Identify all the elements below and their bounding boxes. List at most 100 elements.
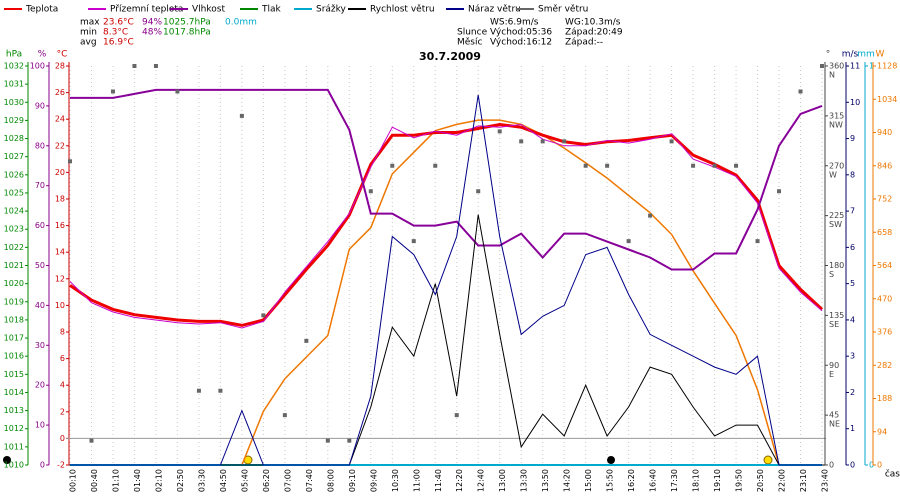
y-tick-label: 376 (877, 328, 892, 337)
y-tick-label: 26 (55, 88, 65, 97)
x-tick-label: 19:10 (713, 469, 722, 492)
direction-point (153, 64, 158, 68)
x-tick-label: 10:30 (391, 469, 400, 492)
y-tick-label: 70 (35, 181, 45, 190)
direction-point (68, 159, 72, 164)
y-tick-label: 1015 (4, 370, 24, 379)
y-axis-title: ° (826, 50, 831, 60)
y-tick-label: 1034 (877, 95, 897, 104)
y-tick-label: 1010 (4, 461, 24, 470)
y-tick-label: 0 (869, 461, 874, 470)
x-tick-label: 20:50 (756, 469, 765, 492)
y-tick-label: 1028 (4, 134, 24, 143)
y-tick-label: 225 (829, 211, 844, 220)
moon-icon (607, 456, 615, 464)
y-tick-label: 1021 (4, 261, 24, 270)
y-tick-label: 1019 (4, 297, 24, 306)
y-tick-label: 94 (877, 427, 887, 436)
y-tick-label: 1 (869, 62, 874, 71)
y-tick-label: 0 (829, 461, 834, 470)
x-tick-label: 15:50 (606, 469, 615, 492)
y-tick-label: 18 (55, 195, 65, 204)
y-tick-label: 1031 (4, 80, 24, 89)
x-tick-label: 16:40 (649, 469, 658, 492)
x-tick-label: 07:40 (305, 469, 314, 492)
direction-point (239, 113, 244, 118)
stat-temp: 8.3°C (103, 28, 128, 38)
y-tick-label: 6 (850, 243, 855, 252)
moonset: Západ:-- (565, 38, 603, 48)
y-tick-label: 1016 (4, 352, 24, 361)
x-tick-label: 13:30 (520, 469, 529, 492)
y-tick-label: 940 (877, 128, 892, 137)
y-tick-label: 180 (829, 261, 844, 270)
x-tick-label: 04:50 (219, 469, 228, 492)
y-tick-label: 4 (60, 381, 65, 390)
direction-point (519, 139, 524, 144)
stat-humidity: 94% (142, 18, 162, 28)
y-tick-label: 1 (850, 424, 855, 433)
y-tick-label: 658 (877, 228, 892, 237)
y-tick-label: 135 (829, 311, 844, 320)
direction-point (712, 163, 717, 168)
y-tick-label: 282 (877, 361, 892, 370)
moonrise: Východ:16:12 (490, 38, 552, 48)
stat-rain: 0.0mm (225, 18, 257, 28)
y-tick-label: 7 (850, 207, 855, 216)
direction-point (798, 89, 803, 94)
direction-point (605, 163, 610, 168)
y-axis-title: hPa (6, 50, 22, 60)
y-tick-label: 0 (877, 461, 882, 470)
y-tick-label: 30 (35, 341, 45, 350)
y-tick-label: 10 (35, 421, 45, 430)
direction-point (282, 413, 287, 418)
sun-icon (763, 455, 773, 465)
stat-label: max (80, 18, 100, 28)
direction-point (218, 388, 223, 393)
y-tick-label: 45 (829, 411, 839, 420)
direction-point (691, 163, 696, 168)
y-tick-label: 1032 (4, 62, 24, 71)
sunrise: Východ:05:36 (490, 28, 552, 38)
y-tick-label: 24 (55, 115, 65, 124)
x-tick-label: 02:10 (154, 469, 163, 492)
y-tick-label: 5 (850, 279, 855, 288)
y-tick-label: 1030 (4, 98, 24, 107)
y-tick-label: 20 (55, 168, 65, 177)
stat-temp: 16.9°C (103, 38, 134, 48)
y-tick-label: 6 (60, 354, 65, 363)
y-tick-label: 28 (55, 62, 65, 71)
x-tick-label: 23:40 (821, 469, 830, 492)
direction-point (347, 438, 352, 443)
direction-point (261, 313, 266, 318)
x-tick-label: 18:10 (692, 469, 701, 492)
x-tick-label: 13:00 (498, 469, 507, 492)
direction-point (626, 239, 631, 244)
x-tick-label: 09:40 (369, 469, 378, 492)
direction-point (562, 139, 567, 144)
y-tick-label: 470 (877, 294, 892, 303)
x-tick-label: 16:20 (627, 469, 636, 492)
direction-point (497, 129, 502, 134)
y-tick-label: 270 (829, 161, 844, 170)
y-tick-label: 0 (40, 461, 45, 470)
y-tick-label: 1017 (4, 334, 24, 343)
x-tick-label: 19:50 (735, 469, 744, 492)
legend-label: Srážky (316, 5, 347, 15)
y-axis-title: W (876, 50, 885, 60)
direction-point (304, 338, 309, 343)
x-tick-label: 02:50 (176, 469, 185, 492)
y-tick-label: 2 (60, 407, 65, 416)
x-tick-label: 00:40 (90, 469, 99, 492)
compass-label: NW (829, 120, 843, 129)
x-tick-label: 17:30 (670, 469, 679, 492)
y-tick-label: 100 (30, 62, 45, 71)
legend-label: Náraz větru (468, 5, 521, 15)
series-line (70, 88, 823, 271)
x-tick-label: 09:10 (348, 469, 357, 492)
y-tick-label: 14 (55, 248, 65, 257)
direction-point (368, 189, 373, 194)
y-tick-label: 50 (35, 261, 45, 270)
